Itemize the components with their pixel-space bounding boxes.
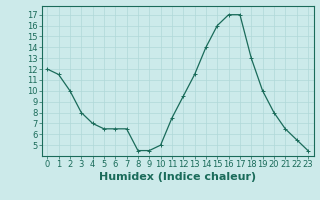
X-axis label: Humidex (Indice chaleur): Humidex (Indice chaleur) [99, 172, 256, 182]
